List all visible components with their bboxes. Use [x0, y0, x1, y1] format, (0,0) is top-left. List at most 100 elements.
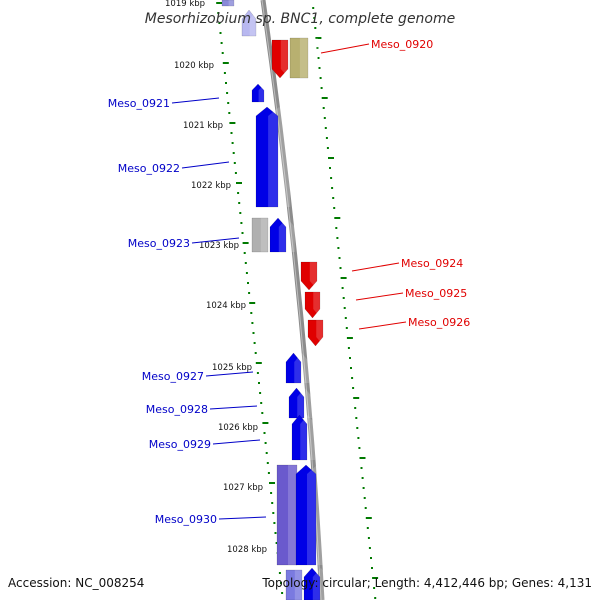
gene-labels: Meso_0920 Meso_0921 Meso_0922 Meso_0923 Meso… [108, 38, 470, 526]
inner-tick [264, 442, 267, 444]
inner-tick [216, 2, 223, 4]
inner-tick [238, 202, 241, 204]
inner-tick [265, 452, 268, 454]
inner-tick [278, 572, 281, 574]
outer-tick [333, 207, 336, 209]
outer-tick [338, 257, 341, 259]
outer-tick [352, 387, 355, 389]
inner-tick [274, 532, 277, 534]
inner-tick [217, 12, 220, 14]
gene-arrow [269, 217, 295, 253]
inner-tick [272, 512, 275, 514]
outer-tick [329, 167, 331, 169]
inner-tick [266, 462, 269, 464]
label-leader-line [171, 97, 220, 104]
inner-tick [245, 272, 248, 274]
outer-tick [325, 137, 328, 139]
gene-arrow [295, 464, 327, 566]
tick-label: 1021 kbp [183, 121, 223, 131]
outer-tick [312, 7, 315, 9]
inner-tick [269, 482, 275, 484]
outer-tick [314, 27, 317, 29]
inner-tick [222, 62, 229, 64]
tick-label: 1024 kbp [206, 301, 246, 311]
inner-tick [255, 362, 262, 364]
tick-label: 1020 kbp [174, 61, 214, 71]
inner-tick [228, 112, 231, 114]
outer-tick [320, 87, 323, 89]
label-leader-line [358, 321, 407, 330]
outer-tick [349, 357, 351, 359]
inner-tick [281, 592, 284, 594]
inner-tick [267, 472, 270, 474]
outer-tick [358, 447, 361, 449]
inner-tick [251, 322, 254, 324]
inner-tick [231, 142, 234, 144]
outer-tick [328, 157, 334, 159]
inner-tick [233, 162, 236, 164]
inner-tick [239, 212, 242, 214]
outer-tick-track [312, 7, 379, 599]
gene-arrow [241, 9, 264, 37]
label-leader-line [212, 439, 261, 445]
inner-tick [263, 432, 266, 434]
outer-tick [331, 187, 334, 189]
gene-arrow [288, 387, 313, 419]
inner-tick [256, 372, 259, 374]
inner-tick [273, 522, 276, 524]
outer-tick [342, 297, 345, 299]
outer-tick [345, 327, 348, 329]
inner-tick [240, 222, 243, 224]
inner-tick [271, 502, 274, 504]
inner-tick [270, 492, 273, 494]
gene-arrow [300, 261, 326, 291]
label-leader-line [181, 161, 230, 169]
gene-arrow [291, 414, 316, 461]
outer-tick [324, 127, 327, 129]
inner-tick [234, 172, 237, 174]
inner-tick [261, 412, 264, 414]
label-leader-line [209, 405, 258, 410]
outer-tick [370, 557, 372, 559]
gene-arrow [221, 0, 241, 7]
inner-tick [258, 382, 260, 384]
label-leader-line [191, 237, 240, 244]
gene-arrow [304, 291, 329, 319]
outer-tick [362, 487, 365, 489]
inner-tick [252, 332, 255, 334]
inner-tick [250, 312, 253, 314]
outer-tick [359, 457, 366, 459]
map-title: Mesorhizobium sp. BNC1, complete genome [145, 11, 456, 27]
outer-tick [360, 467, 363, 469]
outer-tick [364, 507, 367, 509]
outer-tick [316, 47, 319, 49]
inner-tick [241, 232, 244, 234]
outer-tick [339, 267, 342, 269]
label-leader-line [355, 292, 404, 301]
outer-tick [337, 247, 340, 249]
gene-label: Meso_0926 [408, 316, 470, 329]
gene-label: Meso_0923 [128, 237, 190, 250]
inner-tick [242, 242, 249, 244]
gene-label: Meso_0922 [118, 162, 180, 175]
outer-tick [355, 417, 358, 419]
inner-tick [248, 292, 251, 294]
gene-label: Meso_0927 [142, 370, 204, 383]
outer-tick [372, 577, 379, 579]
inner-tick [229, 122, 236, 124]
outer-tick [363, 497, 366, 499]
inner-tick [280, 582, 282, 584]
tick-labels: 1019 kbp 1020 kbp 1021 kbp 1022 kbp 1023 kbp… [165, 0, 267, 555]
inner-tick [226, 92, 229, 94]
outer-tick [347, 347, 350, 349]
inner-tick [243, 252, 246, 254]
gene-arrow [285, 352, 310, 384]
inner-tick [259, 392, 262, 394]
inner-tick [223, 72, 226, 74]
accession-text: Accession: NC_008254 [8, 576, 145, 590]
outer-tick [354, 407, 357, 409]
label-leader-line [351, 262, 400, 272]
inner-tick [220, 42, 223, 44]
gene-label: Meso_0929 [149, 438, 211, 451]
